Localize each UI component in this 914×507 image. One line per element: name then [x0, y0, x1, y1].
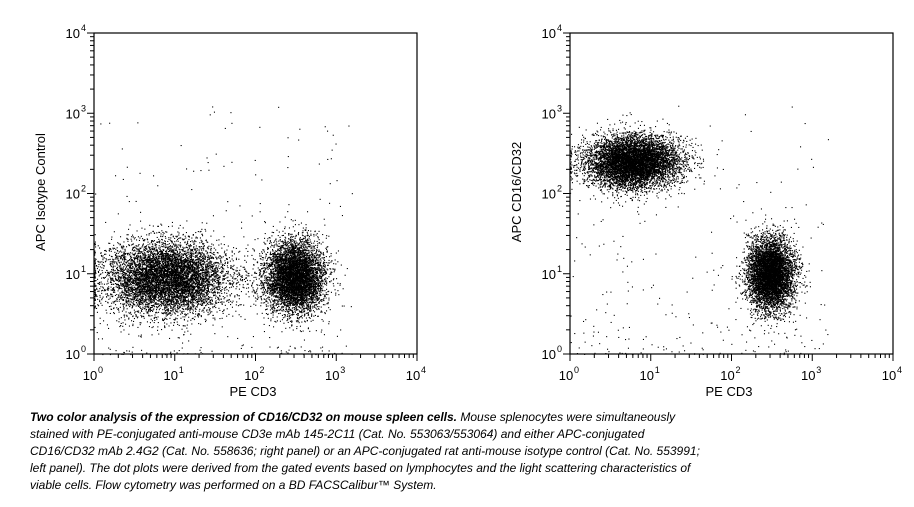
y-tick-label: 10 — [542, 267, 556, 282]
x-tick-label: 10 — [406, 368, 420, 383]
dot-plots: APC Isotype Control PE CD3 10 0 10 1 10 2 10 3 1… — [33, 23, 902, 399]
x-tick-exponent: 2 — [736, 365, 741, 375]
y-tick-label: 10 — [542, 347, 556, 362]
y-tick-exponent: 0 — [557, 344, 562, 354]
left-x-axis-label: PE CD3 — [230, 384, 277, 399]
caption-line-2: stained with PE-conjugated anti-mouse CD… — [30, 427, 644, 441]
caption-line-3: CD16/CD32 mAb 2.4G2 (Cat. No. 558636; ri… — [30, 444, 700, 458]
plot-frame — [569, 32, 894, 355]
x-tick-exponent: 1 — [179, 365, 184, 375]
y-tick-label: 10 — [542, 106, 556, 121]
left-dot-plot: APC Isotype Control PE CD3 10 0 10 1 10 2 10 3 1… — [33, 23, 426, 399]
y-tick-exponent: 2 — [557, 184, 562, 194]
axis-ticks — [87, 32, 418, 361]
y-tick-exponent: 2 — [81, 184, 86, 194]
x-tick-label: 10 — [244, 368, 258, 383]
scatter-points — [94, 106, 353, 356]
x-tick-exponent: 0 — [98, 365, 103, 375]
plot-frame — [93, 32, 418, 355]
x-tick-label: 10 — [559, 368, 573, 383]
scatter-points — [570, 105, 829, 356]
x-tick-exponent: 0 — [574, 365, 579, 375]
x-tick-label: 10 — [801, 368, 815, 383]
x-tick-label: 10 — [640, 368, 654, 383]
y-tick-label: 10 — [66, 106, 80, 121]
x-tick-exponent: 1 — [655, 365, 660, 375]
y-tick-label: 10 — [542, 26, 556, 41]
caption-lead: Two color analysis of the expression of … — [30, 410, 457, 424]
x-tick-exponent: 2 — [260, 365, 265, 375]
x-tick-exponent: 4 — [421, 365, 426, 375]
y-tick-exponent: 0 — [81, 344, 86, 354]
right-dot-plot: APC CD16/CD32 PE CD3 10 0 10 1 10 2 10 3 10 410 01… — [509, 23, 902, 399]
y-tick-exponent: 3 — [81, 103, 86, 113]
x-tick-label: 10 — [164, 368, 178, 383]
caption-line-4: left panel). The dot plots were derived … — [30, 461, 690, 475]
y-tick-label: 10 — [66, 187, 80, 202]
caption-line-5: viable cells. Flow cytometry was perform… — [30, 478, 437, 492]
y-tick-label: 10 — [66, 26, 80, 41]
x-tick-exponent: 3 — [340, 365, 345, 375]
right-x-axis-label: PE CD3 — [706, 384, 753, 399]
x-tick-label: 10 — [882, 368, 896, 383]
y-tick-label: 10 — [66, 267, 80, 282]
right-y-axis-label: APC CD16/CD32 — [509, 142, 524, 242]
x-tick-label: 10 — [83, 368, 97, 383]
y-tick-exponent: 4 — [557, 23, 562, 33]
x-tick-exponent: 4 — [897, 365, 902, 375]
caption-line-1: Mouse splenocytes were simultaneously — [457, 410, 675, 424]
axis-ticks — [563, 32, 894, 361]
y-tick-exponent: 1 — [557, 264, 562, 274]
x-tick-label: 10 — [720, 368, 734, 383]
y-tick-exponent: 3 — [557, 103, 562, 113]
y-tick-label: 10 — [66, 347, 80, 362]
y-tick-exponent: 1 — [81, 264, 86, 274]
y-tick-exponent: 4 — [81, 23, 86, 33]
y-tick-label: 10 — [542, 187, 556, 202]
x-tick-exponent: 3 — [816, 365, 821, 375]
x-tick-label: 10 — [325, 368, 339, 383]
left-y-axis-label: APC Isotype Control — [33, 133, 48, 251]
figure-caption: Two color analysis of the expression of … — [30, 409, 850, 494]
